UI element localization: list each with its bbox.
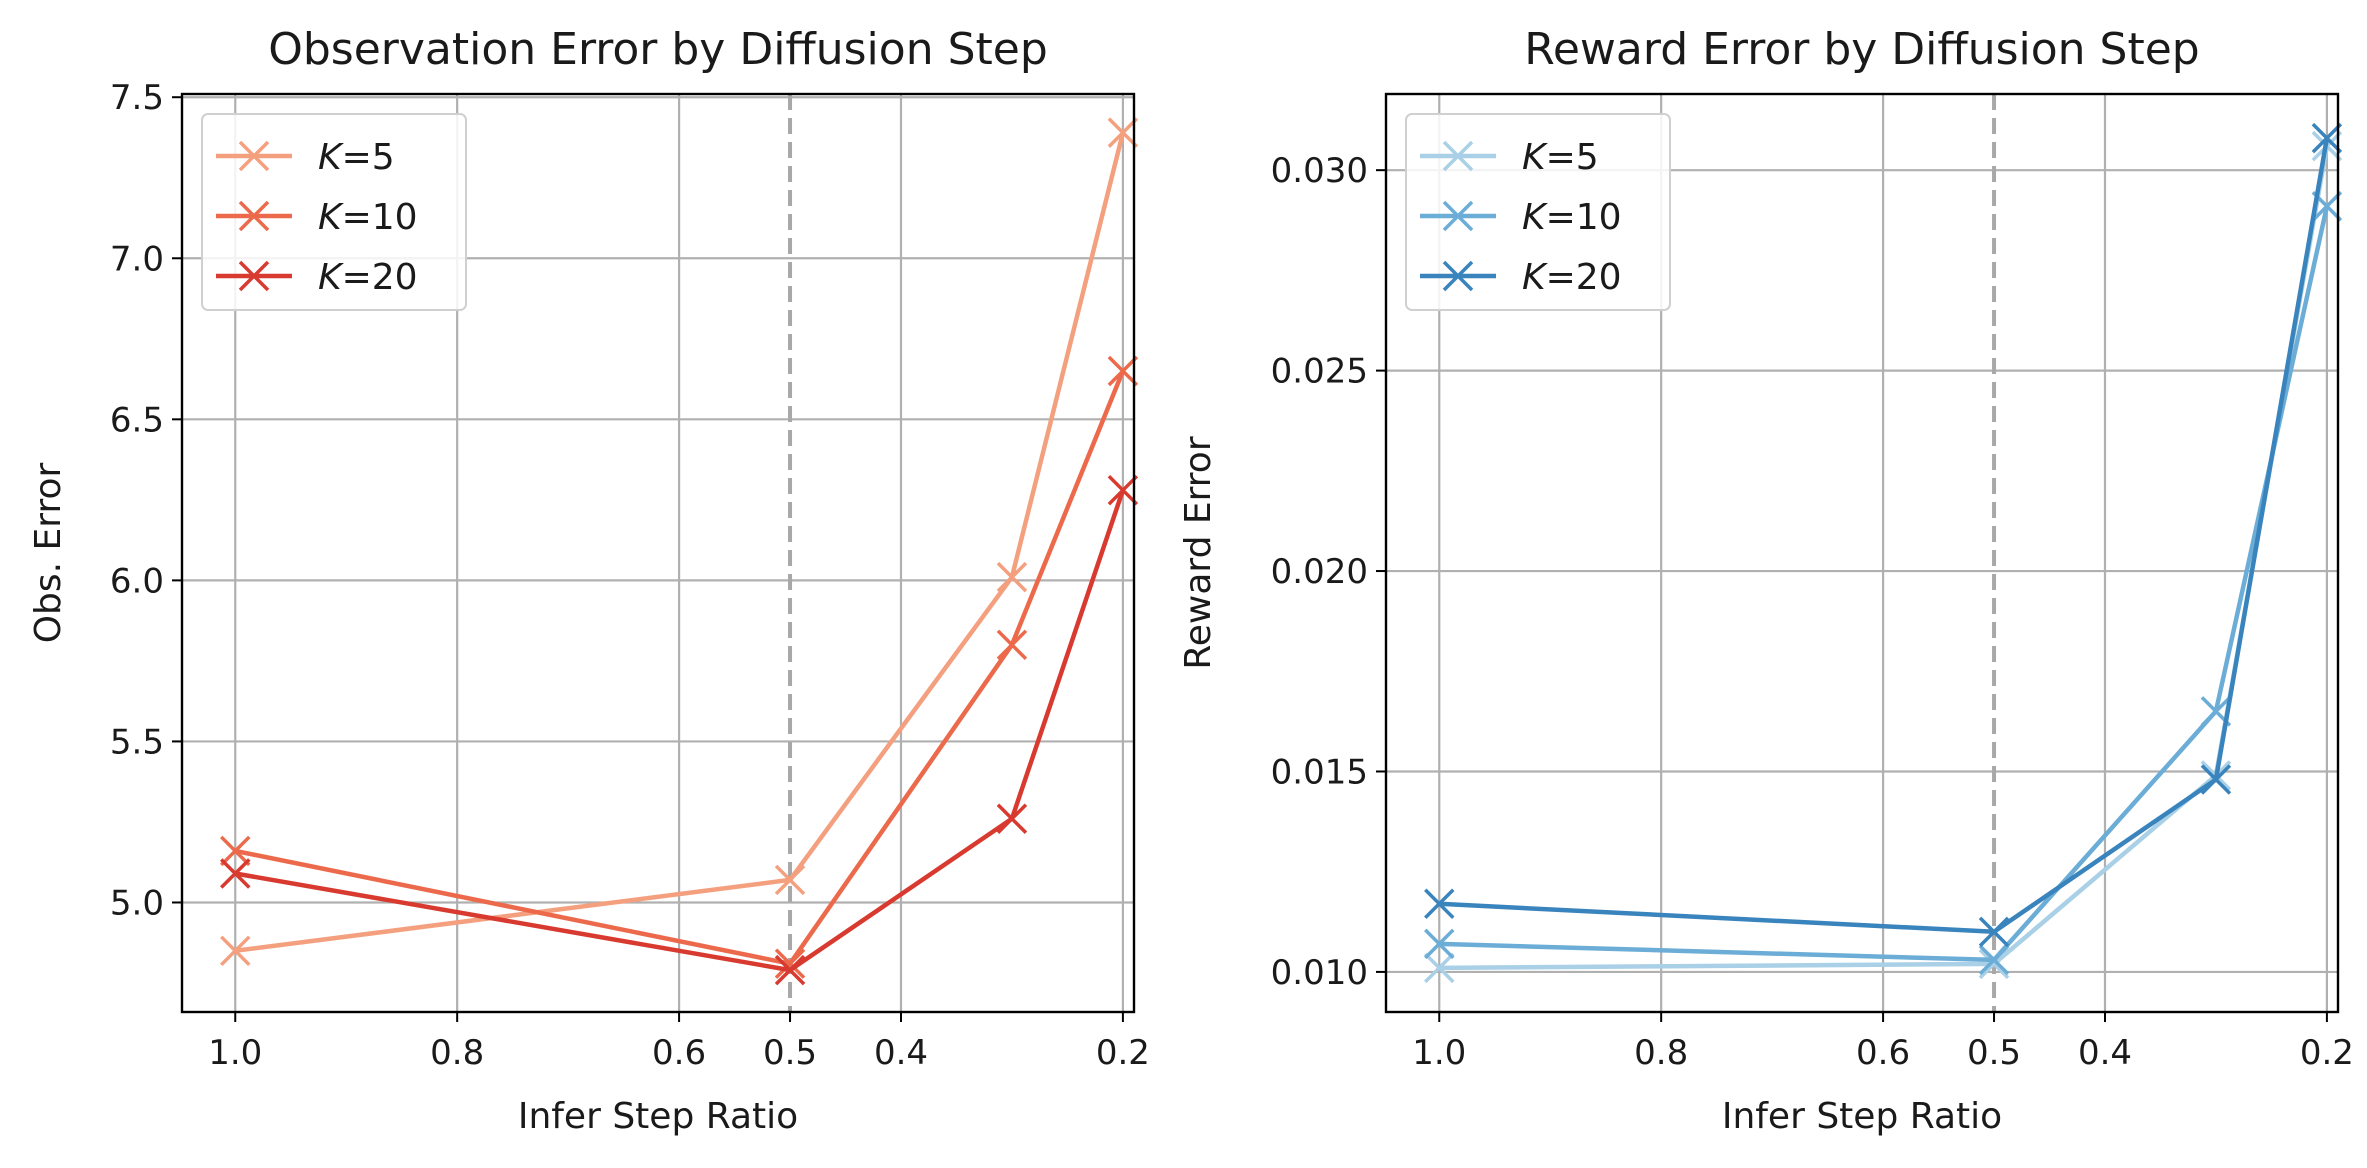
- legend: K=5 K=10 K=20: [201, 113, 467, 311]
- data-point: [1424, 928, 1455, 960]
- legend-item: K=10: [1420, 197, 1622, 238]
- x-tick-label: 0.5: [1967, 1033, 2021, 1073]
- data-point: [774, 948, 806, 979]
- data-point: [2200, 764, 2232, 795]
- data-point: [220, 858, 251, 889]
- data-point: [1424, 952, 1455, 984]
- data-point: [996, 629, 1028, 661]
- y-tick-label: 7.0: [110, 239, 164, 279]
- data-point: [1978, 916, 2010, 948]
- y-tick-label: 0.030: [1271, 151, 1368, 191]
- legend-item: K=5: [216, 137, 395, 178]
- legend-item: K=5: [1420, 137, 1599, 178]
- series-line: [1439, 137, 2330, 935]
- x-tick-label: 0.6: [652, 1033, 706, 1073]
- data-point: [1107, 474, 1139, 506]
- legend-box: [201, 113, 467, 311]
- plot-frame: [180, 92, 1136, 1014]
- legend-label: K=10: [1522, 197, 1622, 238]
- data-point: [774, 864, 806, 896]
- y-tick-label: 6.5: [110, 400, 164, 440]
- legend-marker: [238, 140, 270, 172]
- x-axis-label: Infer Step Ratio: [1722, 1096, 2002, 1137]
- reward-error-panel: Reward Error by Diffusion Step Infer Ste…: [1178, 24, 2354, 1137]
- legend-label: K=5: [318, 137, 395, 178]
- series-line: [234, 370, 1125, 966]
- legend-box: [1405, 113, 1671, 311]
- legend-label: K=10: [318, 197, 418, 238]
- data-point: [1978, 944, 2010, 976]
- legend-marker: [1442, 200, 1474, 232]
- y-tick-label: 0.025: [1271, 352, 1368, 392]
- data-point: [1978, 948, 2010, 980]
- legend-label: K=20: [318, 257, 418, 298]
- x-tick-label: 0.4: [874, 1033, 928, 1073]
- series-K=5: [220, 117, 1139, 967]
- x-tick-label: 0.8: [1634, 1033, 1688, 1073]
- chart-title: Reward Error by Diffusion Step: [1524, 24, 2199, 75]
- legend-marker: [238, 200, 270, 232]
- data-point: [996, 561, 1028, 593]
- x-tick-label: 0.2: [2300, 1033, 2354, 1073]
- y-axis-label: Obs. Error: [28, 463, 69, 644]
- legend-label: K=5: [1522, 137, 1599, 178]
- x-tick-label: 0.2: [1096, 1033, 1150, 1073]
- data-point: [2311, 122, 2343, 154]
- x-tick-label: 0.8: [430, 1033, 484, 1073]
- y-tick-label: 0.015: [1271, 752, 1368, 792]
- data-point: [1107, 117, 1139, 148]
- y-tick-label: 5.0: [110, 883, 164, 923]
- series-K=20: [220, 474, 1139, 986]
- y-tick-label: 5.5: [110, 722, 164, 762]
- data-point: [1107, 355, 1139, 387]
- series-K=10: [220, 355, 1139, 979]
- data-point: [1424, 888, 1455, 920]
- observation-error-panel: Observation Error by Diffusion Step Infe…: [28, 24, 1150, 1137]
- y-tick-label: 7.5: [110, 78, 164, 118]
- y-axis-label: Reward Error: [1178, 436, 1219, 669]
- y-tick-label: 6.0: [110, 561, 164, 601]
- x-tick-label: 0.4: [2078, 1033, 2132, 1073]
- legend-label: K=20: [1522, 257, 1622, 298]
- legend-marker: [1442, 140, 1474, 172]
- x-axis-label: Infer Step Ratio: [518, 1096, 798, 1137]
- legend-item: K=20: [216, 257, 418, 298]
- plot-frame: [1384, 92, 2340, 1014]
- series-line: [235, 132, 1126, 954]
- x-tick-label: 0.6: [1856, 1033, 1910, 1073]
- legend-item: K=20: [1420, 257, 1622, 298]
- x-tick-label: 1.0: [208, 1033, 262, 1073]
- series-K=20: [1424, 122, 2343, 948]
- legend-marker: [1442, 260, 1474, 292]
- data-point: [220, 935, 251, 967]
- y-tick-label: 0.010: [1271, 953, 1368, 993]
- x-tick-label: 0.5: [763, 1033, 817, 1073]
- data-point: [774, 954, 806, 986]
- y-tick-label: 0.020: [1271, 552, 1368, 592]
- data-point: [220, 835, 251, 867]
- series-line: [234, 489, 1126, 973]
- legend: K=5 K=10 K=20: [1405, 113, 1671, 311]
- legend-item: K=10: [216, 197, 418, 238]
- data-point: [996, 803, 1028, 834]
- chart-title: Observation Error by Diffusion Step: [268, 24, 1048, 75]
- legend-marker: [238, 260, 270, 292]
- x-tick-label: 1.0: [1412, 1033, 1466, 1073]
